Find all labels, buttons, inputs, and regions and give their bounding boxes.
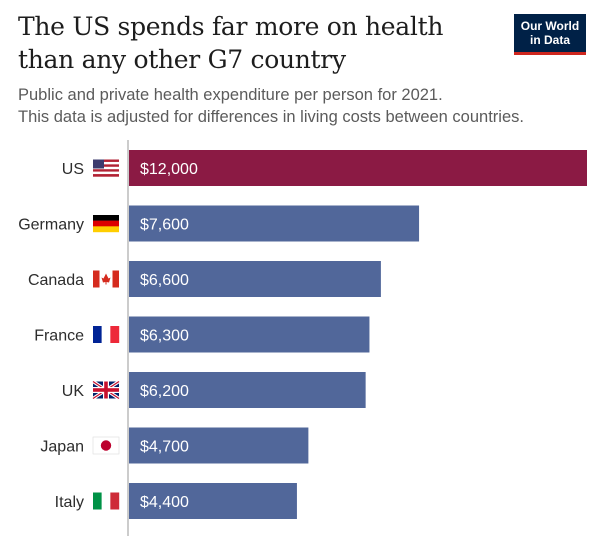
canada-flag-icon	[93, 270, 119, 288]
title-line-2: than any other G7 country	[18, 45, 346, 74]
germany-flag-icon	[93, 215, 119, 233]
bar-germany[interactable]	[129, 205, 420, 242]
value-label-japan: $4,700	[140, 439, 189, 456]
bar-canada[interactable]	[129, 261, 381, 297]
chart-subtitle: Public and private health expenditure pe…	[18, 84, 588, 128]
bar-italy[interactable]	[129, 483, 297, 519]
title-line-1: The US spends far more on health	[18, 12, 444, 41]
logo-line-2: in Data	[529, 33, 570, 47]
value-label-canada: $6,600	[140, 272, 189, 289]
category-label-uk: UK	[62, 383, 85, 400]
bar-france[interactable]	[129, 316, 370, 353]
us-flag-icon	[93, 159, 119, 177]
france-flag-icon	[93, 326, 120, 343]
bar-japan[interactable]	[129, 427, 309, 464]
subtitle-line-1: Public and private health expenditure pe…	[18, 86, 443, 104]
uk-flag-icon	[92, 380, 120, 400]
italy-flag-icon	[93, 492, 120, 510]
value-label-uk: $6,200	[140, 383, 189, 400]
subtitle-line-2: This data is adjusted for differences in…	[18, 108, 524, 126]
value-label-germany: $7,600	[140, 217, 189, 234]
value-label-italy: $4,400	[140, 494, 189, 511]
category-label-germany: Germany	[18, 217, 84, 234]
category-label-japan: Japan	[40, 439, 84, 456]
category-label-canada: Canada	[28, 272, 84, 289]
chart-title: The US spends far more on health than an…	[18, 10, 488, 76]
category-label-france: France	[34, 328, 84, 345]
japan-flag-icon	[92, 436, 120, 455]
bar-us[interactable]	[129, 150, 587, 186]
category-label-us: US	[62, 161, 84, 178]
value-label-us: $12,000	[140, 161, 198, 178]
bar-uk[interactable]	[129, 372, 366, 408]
value-label-france: $6,300	[140, 328, 189, 345]
category-label-italy: Italy	[55, 494, 84, 511]
logo-line-1: Our World	[520, 19, 580, 33]
bar-chart: $12,000 US $7,600 Germany $6,600 Canada $6,300…	[18, 140, 587, 536]
our-world-in-data-logo[interactable]: Our World in Data	[514, 14, 586, 55]
